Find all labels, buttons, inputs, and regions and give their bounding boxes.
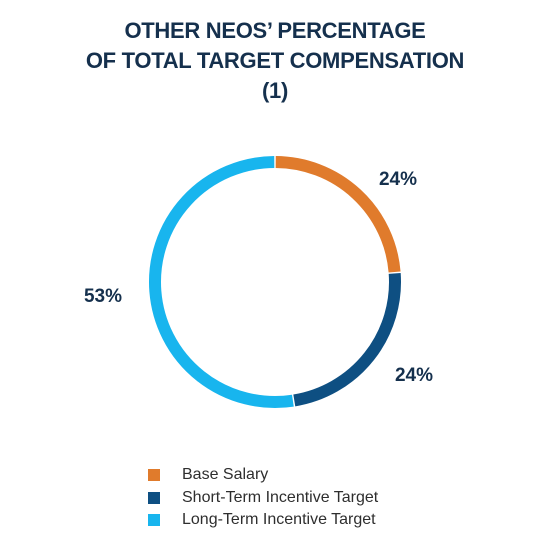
slice-labels: 24% 24% 53% [84,169,433,386]
donut-slice-long-term-incentive [149,156,294,408]
chart-title-line-1: OTHER NEOS’ PERCENTAGE [124,18,426,43]
legend-swatch-short-term-incentive [148,491,160,504]
chart-title-line-3: (1) [262,78,288,103]
slice-label-short-term-incentive: 24% [395,365,433,386]
donut-slice-short-term-incentive [293,272,401,407]
legend-label-long-term-incentive: Long-Term Incentive Target [182,511,376,529]
legend-swatch-long-term-incentive [148,514,160,527]
legend-item-short-term-incentive: Short-Term Incentive Target [148,487,378,510]
donut-slice-base-salary [275,156,401,273]
legend: Base Salary Short-Term Incentive Target … [148,464,378,532]
legend-label-short-term-incentive: Short-Term Incentive Target [182,488,379,506]
legend-item-base-salary: Base Salary [148,464,378,487]
slice-label-long-term-incentive: 53% [84,286,122,307]
chart-title-line-2: OF TOTAL TARGET COMPENSATION [85,48,465,73]
legend-swatch-base-salary [148,469,160,482]
legend-item-long-term-incentive: Long-Term Incentive Target [148,509,378,532]
chart-title: OTHER NEOS’ PERCENTAGE OF TOTAL TARGET C… [0,16,550,106]
legend-label-base-salary: Base Salary [182,466,269,484]
slice-label-base-salary: 24% [379,169,417,190]
donut-slices [149,156,401,408]
